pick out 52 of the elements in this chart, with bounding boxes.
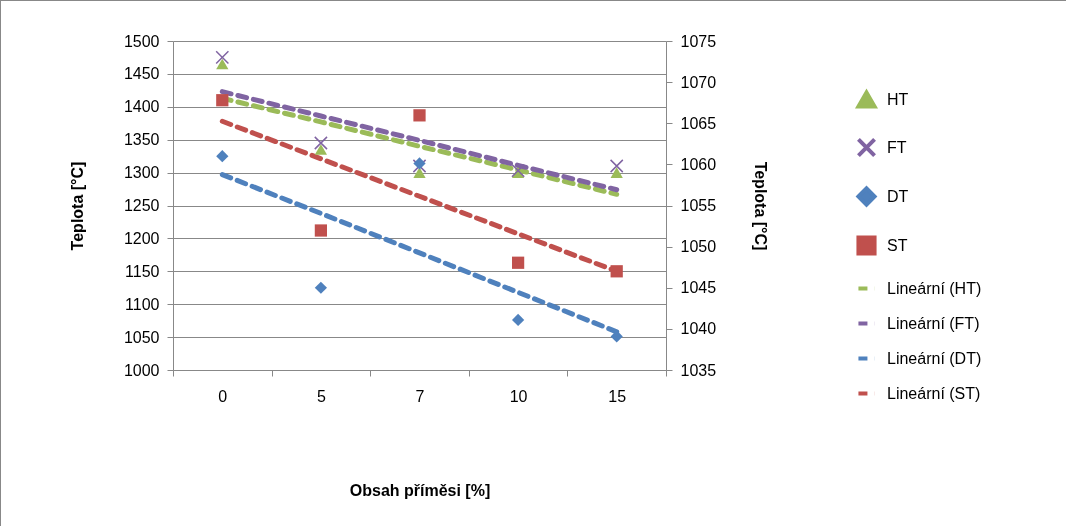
y-axis-title: Teplota [°C] [68,161,86,251]
x-axis-title: Obsah příměsi [%] [349,481,491,499]
point [610,265,623,278]
y-tick-label: 1050 [123,328,160,346]
legend-label: Lineární (ST) [887,384,981,402]
point [511,256,525,269]
y2-tick-label: 1065 [680,114,717,132]
y-tick-label: 1500 [123,32,160,50]
point [314,144,328,155]
legend-label: Lineární (FT) [887,314,980,332]
y2-tick-label: 1035 [680,361,717,379]
y2-tick-label: 1040 [680,320,717,338]
point [609,159,624,173]
point [216,150,229,163]
y2-tick-label: 1055 [680,197,717,214]
x-tick-label: 7 [415,387,425,405]
y-tick-label: 1450 [123,65,160,83]
point [314,224,328,237]
y2-tick-label: 1045 [680,279,717,297]
y-tick-label: 1150 [125,262,160,280]
y2-tick-label: 1070 [680,73,717,91]
x-tick-label: 10 [509,387,528,405]
legend-label: Lineární (DT) [887,349,982,367]
legend-label: Lineární (HT) [887,279,982,297]
point [511,163,525,178]
y2-tick-label: 1075 [680,32,717,50]
y2-tick-label: 1050 [680,238,717,256]
point [215,50,230,65]
y-tick-label: 1300 [123,164,160,182]
point [413,109,426,122]
y-tick-label: 1350 [123,131,160,149]
point [216,94,229,107]
y2-axis-title: Teplota [°C] [752,161,770,251]
point [413,167,426,178]
point [314,281,328,294]
x-tick-label: 0 [218,387,228,405]
x-tick-label: 5 [316,387,326,405]
x-tick-label: 15 [608,387,627,405]
legend-label: DT [887,187,909,205]
y-tick-label: 1250 [123,197,160,214]
y-tick-label: 1000 [123,361,160,379]
legend-label: ST [887,236,908,254]
point [511,313,525,327]
point [216,58,229,70]
legend-label: HT [887,90,909,108]
point [610,167,623,178]
y-tick-label: 1400 [123,98,160,116]
y2-tick-label: 1060 [680,155,717,173]
y-tick-label: 1200 [123,229,160,247]
legend-label: FT [887,138,907,156]
point [314,136,328,150]
y-tick-label: 1100 [125,295,160,313]
